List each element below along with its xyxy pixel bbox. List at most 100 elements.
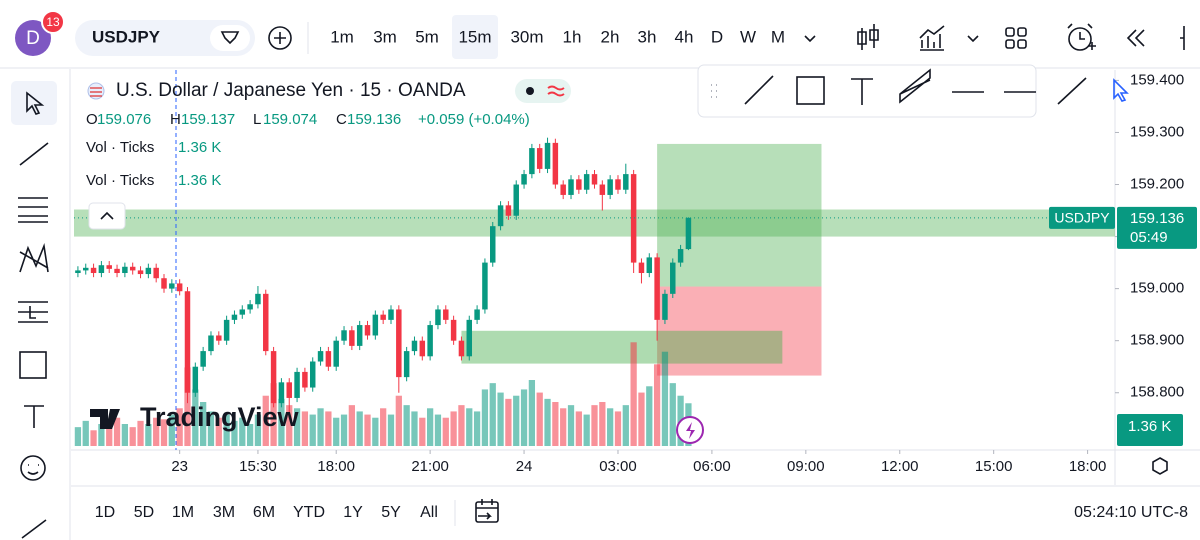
range-button[interactable]: 1D xyxy=(95,504,115,521)
interval-button[interactable]: 2h xyxy=(601,27,620,46)
interval-button[interactable]: D xyxy=(711,27,723,46)
volume-bar xyxy=(184,367,191,446)
volume-bar xyxy=(356,411,363,446)
y-tick-label: 159.000 xyxy=(1130,280,1184,297)
chart-title[interactable]: U.S. Dollar / Japanese Yen · 15 · OANDA xyxy=(116,80,466,101)
text-tool[interactable] xyxy=(851,78,873,105)
volume-bar xyxy=(536,392,543,446)
symbol: USDJPY xyxy=(92,27,161,46)
ruler-tool[interactable] xyxy=(21,519,47,539)
candle-body xyxy=(75,270,81,274)
interval-button[interactable]: 3m xyxy=(373,27,397,46)
volume-bar xyxy=(505,398,512,446)
candle-body xyxy=(231,314,238,320)
candle-body xyxy=(568,179,574,195)
settings-icon[interactable] xyxy=(1152,457,1168,475)
candle-body xyxy=(576,179,582,190)
volume-bar xyxy=(442,417,449,446)
candle-body xyxy=(372,314,379,336)
emoji-tool[interactable] xyxy=(20,455,46,481)
y-tick-label: 158.900 xyxy=(1130,332,1184,349)
range-button[interactable]: 6M xyxy=(253,504,275,521)
interval-button[interactable]: 3h xyxy=(638,27,657,46)
volume-bar xyxy=(520,389,528,446)
high-label: H xyxy=(170,111,181,128)
volume-bar xyxy=(372,417,379,446)
chart-type-button[interactable] xyxy=(857,24,879,50)
drag-handle[interactable] xyxy=(711,84,717,98)
candle-body xyxy=(333,340,339,367)
volume-bar xyxy=(567,405,575,446)
collapse-button[interactable] xyxy=(88,202,126,230)
candle-body xyxy=(474,309,480,320)
channel-tool[interactable] xyxy=(899,68,931,104)
text-tool[interactable] xyxy=(24,405,44,428)
interval-button[interactable]: W xyxy=(740,27,756,46)
close-label: C xyxy=(336,111,347,128)
y-tick-label: 158.800 xyxy=(1130,384,1184,401)
candle-body xyxy=(552,142,559,185)
interval-chevron[interactable] xyxy=(804,35,816,43)
volume-bar xyxy=(481,389,489,446)
interval-button[interactable]: M xyxy=(771,27,785,46)
symbol-action[interactable] xyxy=(210,25,250,51)
range-button[interactable]: YTD xyxy=(293,504,325,521)
x-tick-label: 12:00 xyxy=(881,458,919,475)
rectangle-tool[interactable] xyxy=(796,76,825,105)
interval-button[interactable]: 5m xyxy=(415,27,439,46)
candle-body xyxy=(458,340,465,357)
status-pill[interactable] xyxy=(515,79,571,103)
volume-bar xyxy=(145,424,152,446)
layouts-button[interactable] xyxy=(1005,27,1027,49)
volume-legend[interactable]: Vol · Ticks xyxy=(86,139,154,156)
cursor-tool[interactable] xyxy=(26,91,45,115)
avatar[interactable] xyxy=(15,20,51,56)
candle-body xyxy=(490,226,496,263)
panel-button[interactable] xyxy=(1180,26,1185,50)
volume-bar xyxy=(513,395,520,446)
go-to-date[interactable] xyxy=(475,499,499,523)
volume-bar xyxy=(325,411,332,446)
forecast-tool[interactable] xyxy=(18,301,48,323)
volume-bar xyxy=(544,398,551,446)
range-button[interactable]: 5D xyxy=(134,504,154,521)
interval-button[interactable]: 1h xyxy=(563,27,582,46)
volume-bar xyxy=(528,380,536,446)
low-value: 159.074 xyxy=(263,111,317,128)
volume-bar xyxy=(450,411,457,446)
interval-button[interactable]: 30m xyxy=(510,27,543,46)
shape-tool[interactable] xyxy=(19,351,47,379)
trendline-tool[interactable] xyxy=(19,142,49,166)
range-button[interactable]: 1M xyxy=(172,504,194,521)
symbol-tag-bg xyxy=(1049,206,1115,229)
candle-body xyxy=(435,309,441,326)
indicators-chevron[interactable] xyxy=(967,35,979,43)
alert-button[interactable] xyxy=(1067,23,1096,51)
volume-bar xyxy=(90,430,97,446)
volume-bar xyxy=(74,427,82,446)
candle-body xyxy=(239,309,246,315)
interval-button[interactable]: 15m xyxy=(458,27,491,46)
interval-button[interactable]: 4h xyxy=(675,27,694,46)
pattern-tool[interactable] xyxy=(19,242,49,273)
replay-button[interactable] xyxy=(1126,29,1145,47)
symbol-search[interactable] xyxy=(75,20,255,56)
candle-body xyxy=(364,325,371,336)
add-symbol[interactable] xyxy=(268,26,292,50)
fib-tool[interactable] xyxy=(18,197,48,223)
range-button[interactable]: 3M xyxy=(213,504,235,521)
range-button[interactable]: All xyxy=(420,504,438,521)
select-tool[interactable] xyxy=(1113,78,1129,102)
interval-button[interactable]: 1m xyxy=(330,27,354,46)
path-tool[interactable] xyxy=(1057,77,1087,105)
plus-icon xyxy=(274,32,286,44)
range-button[interactable]: 1Y xyxy=(343,504,363,521)
volume-bar xyxy=(630,342,637,446)
trendline-tool[interactable] xyxy=(744,75,774,105)
indicators-button[interactable] xyxy=(919,25,945,51)
candle-body xyxy=(208,335,214,352)
volume-legend[interactable]: Vol · Ticks xyxy=(86,172,154,189)
range-button[interactable]: 5Y xyxy=(381,504,401,521)
candle-body xyxy=(403,351,410,378)
avatar-letter: D xyxy=(26,28,40,49)
